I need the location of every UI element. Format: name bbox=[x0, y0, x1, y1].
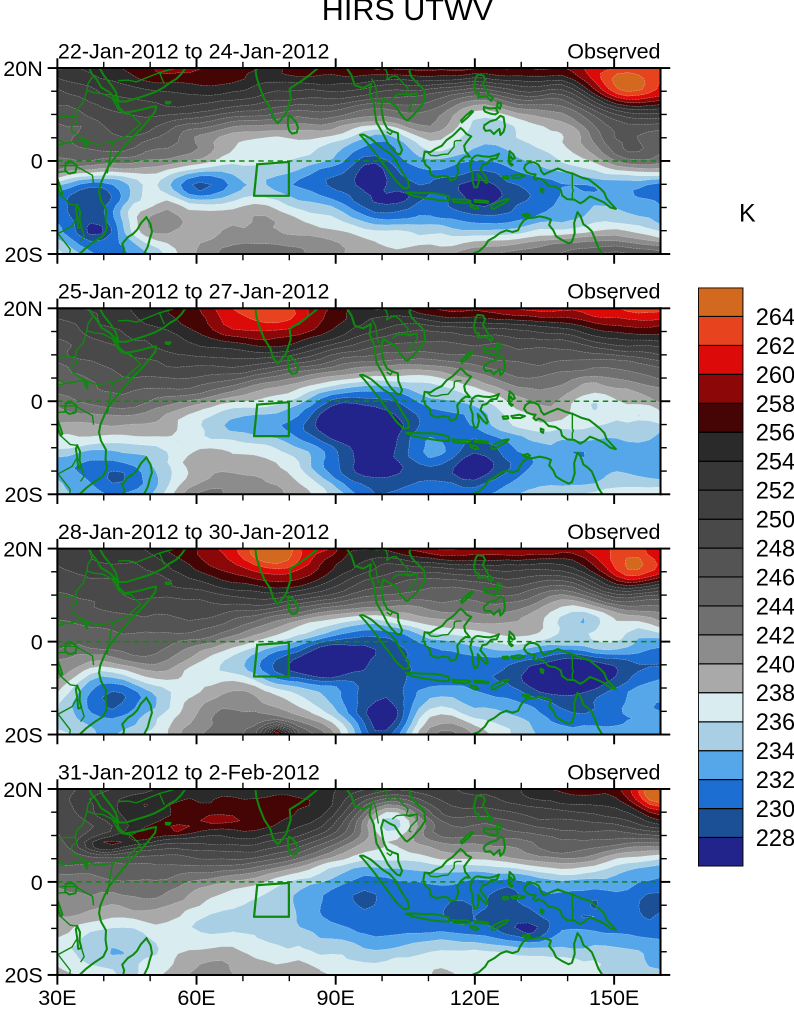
svg-text:20N: 20N bbox=[3, 57, 42, 81]
svg-text:120E: 120E bbox=[450, 986, 500, 1010]
svg-text:242: 242 bbox=[756, 623, 794, 649]
svg-text:230: 230 bbox=[756, 797, 794, 823]
svg-text:90E: 90E bbox=[317, 986, 355, 1010]
svg-text:Observed: Observed bbox=[567, 520, 660, 544]
svg-text:264: 264 bbox=[756, 305, 794, 331]
svg-text:22-Jan-2012 to 24-Jan-2012: 22-Jan-2012 to 24-Jan-2012 bbox=[58, 39, 330, 63]
svg-text:234: 234 bbox=[756, 739, 794, 765]
svg-text:252: 252 bbox=[756, 479, 794, 505]
svg-text:20S: 20S bbox=[4, 483, 42, 507]
svg-text:20N: 20N bbox=[3, 778, 42, 802]
svg-text:60E: 60E bbox=[177, 986, 215, 1010]
svg-text:0: 0 bbox=[31, 390, 43, 414]
svg-text:228: 228 bbox=[756, 826, 794, 852]
svg-text:30E: 30E bbox=[38, 986, 76, 1010]
svg-text:Observed: Observed bbox=[567, 761, 660, 785]
svg-text:238: 238 bbox=[756, 681, 794, 707]
svg-text:250: 250 bbox=[756, 508, 794, 534]
svg-text:254: 254 bbox=[756, 450, 794, 476]
svg-text:25-Jan-2012 to 27-Jan-2012: 25-Jan-2012 to 27-Jan-2012 bbox=[58, 280, 330, 304]
svg-text:260: 260 bbox=[756, 363, 794, 389]
svg-text:0: 0 bbox=[31, 150, 43, 174]
svg-text:236: 236 bbox=[756, 710, 794, 736]
svg-text:150E: 150E bbox=[589, 986, 639, 1010]
svg-text:0: 0 bbox=[31, 871, 43, 895]
svg-text:244: 244 bbox=[756, 594, 794, 620]
svg-text:240: 240 bbox=[756, 652, 794, 678]
svg-text:28-Jan-2012 to 30-Jan-2012: 28-Jan-2012 to 30-Jan-2012 bbox=[58, 520, 330, 544]
svg-text:232: 232 bbox=[756, 768, 794, 794]
svg-text:262: 262 bbox=[756, 334, 794, 360]
svg-text:248: 248 bbox=[756, 536, 794, 562]
svg-text:HIRS UTWV: HIRS UTWV bbox=[322, 0, 494, 27]
svg-text:246: 246 bbox=[756, 566, 794, 592]
svg-text:20N: 20N bbox=[3, 537, 42, 561]
svg-text:0: 0 bbox=[31, 630, 43, 654]
svg-text:20S: 20S bbox=[4, 243, 42, 267]
svg-text:31-Jan-2012 to 2-Feb-2012: 31-Jan-2012 to 2-Feb-2012 bbox=[58, 761, 320, 785]
svg-text:Observed: Observed bbox=[567, 280, 660, 304]
svg-text:K: K bbox=[739, 200, 756, 228]
svg-text:Observed: Observed bbox=[567, 39, 660, 63]
svg-text:20S: 20S bbox=[4, 964, 42, 988]
svg-text:258: 258 bbox=[756, 392, 794, 418]
svg-text:256: 256 bbox=[756, 421, 794, 447]
svg-text:20N: 20N bbox=[3, 297, 42, 321]
svg-text:20S: 20S bbox=[4, 723, 42, 747]
